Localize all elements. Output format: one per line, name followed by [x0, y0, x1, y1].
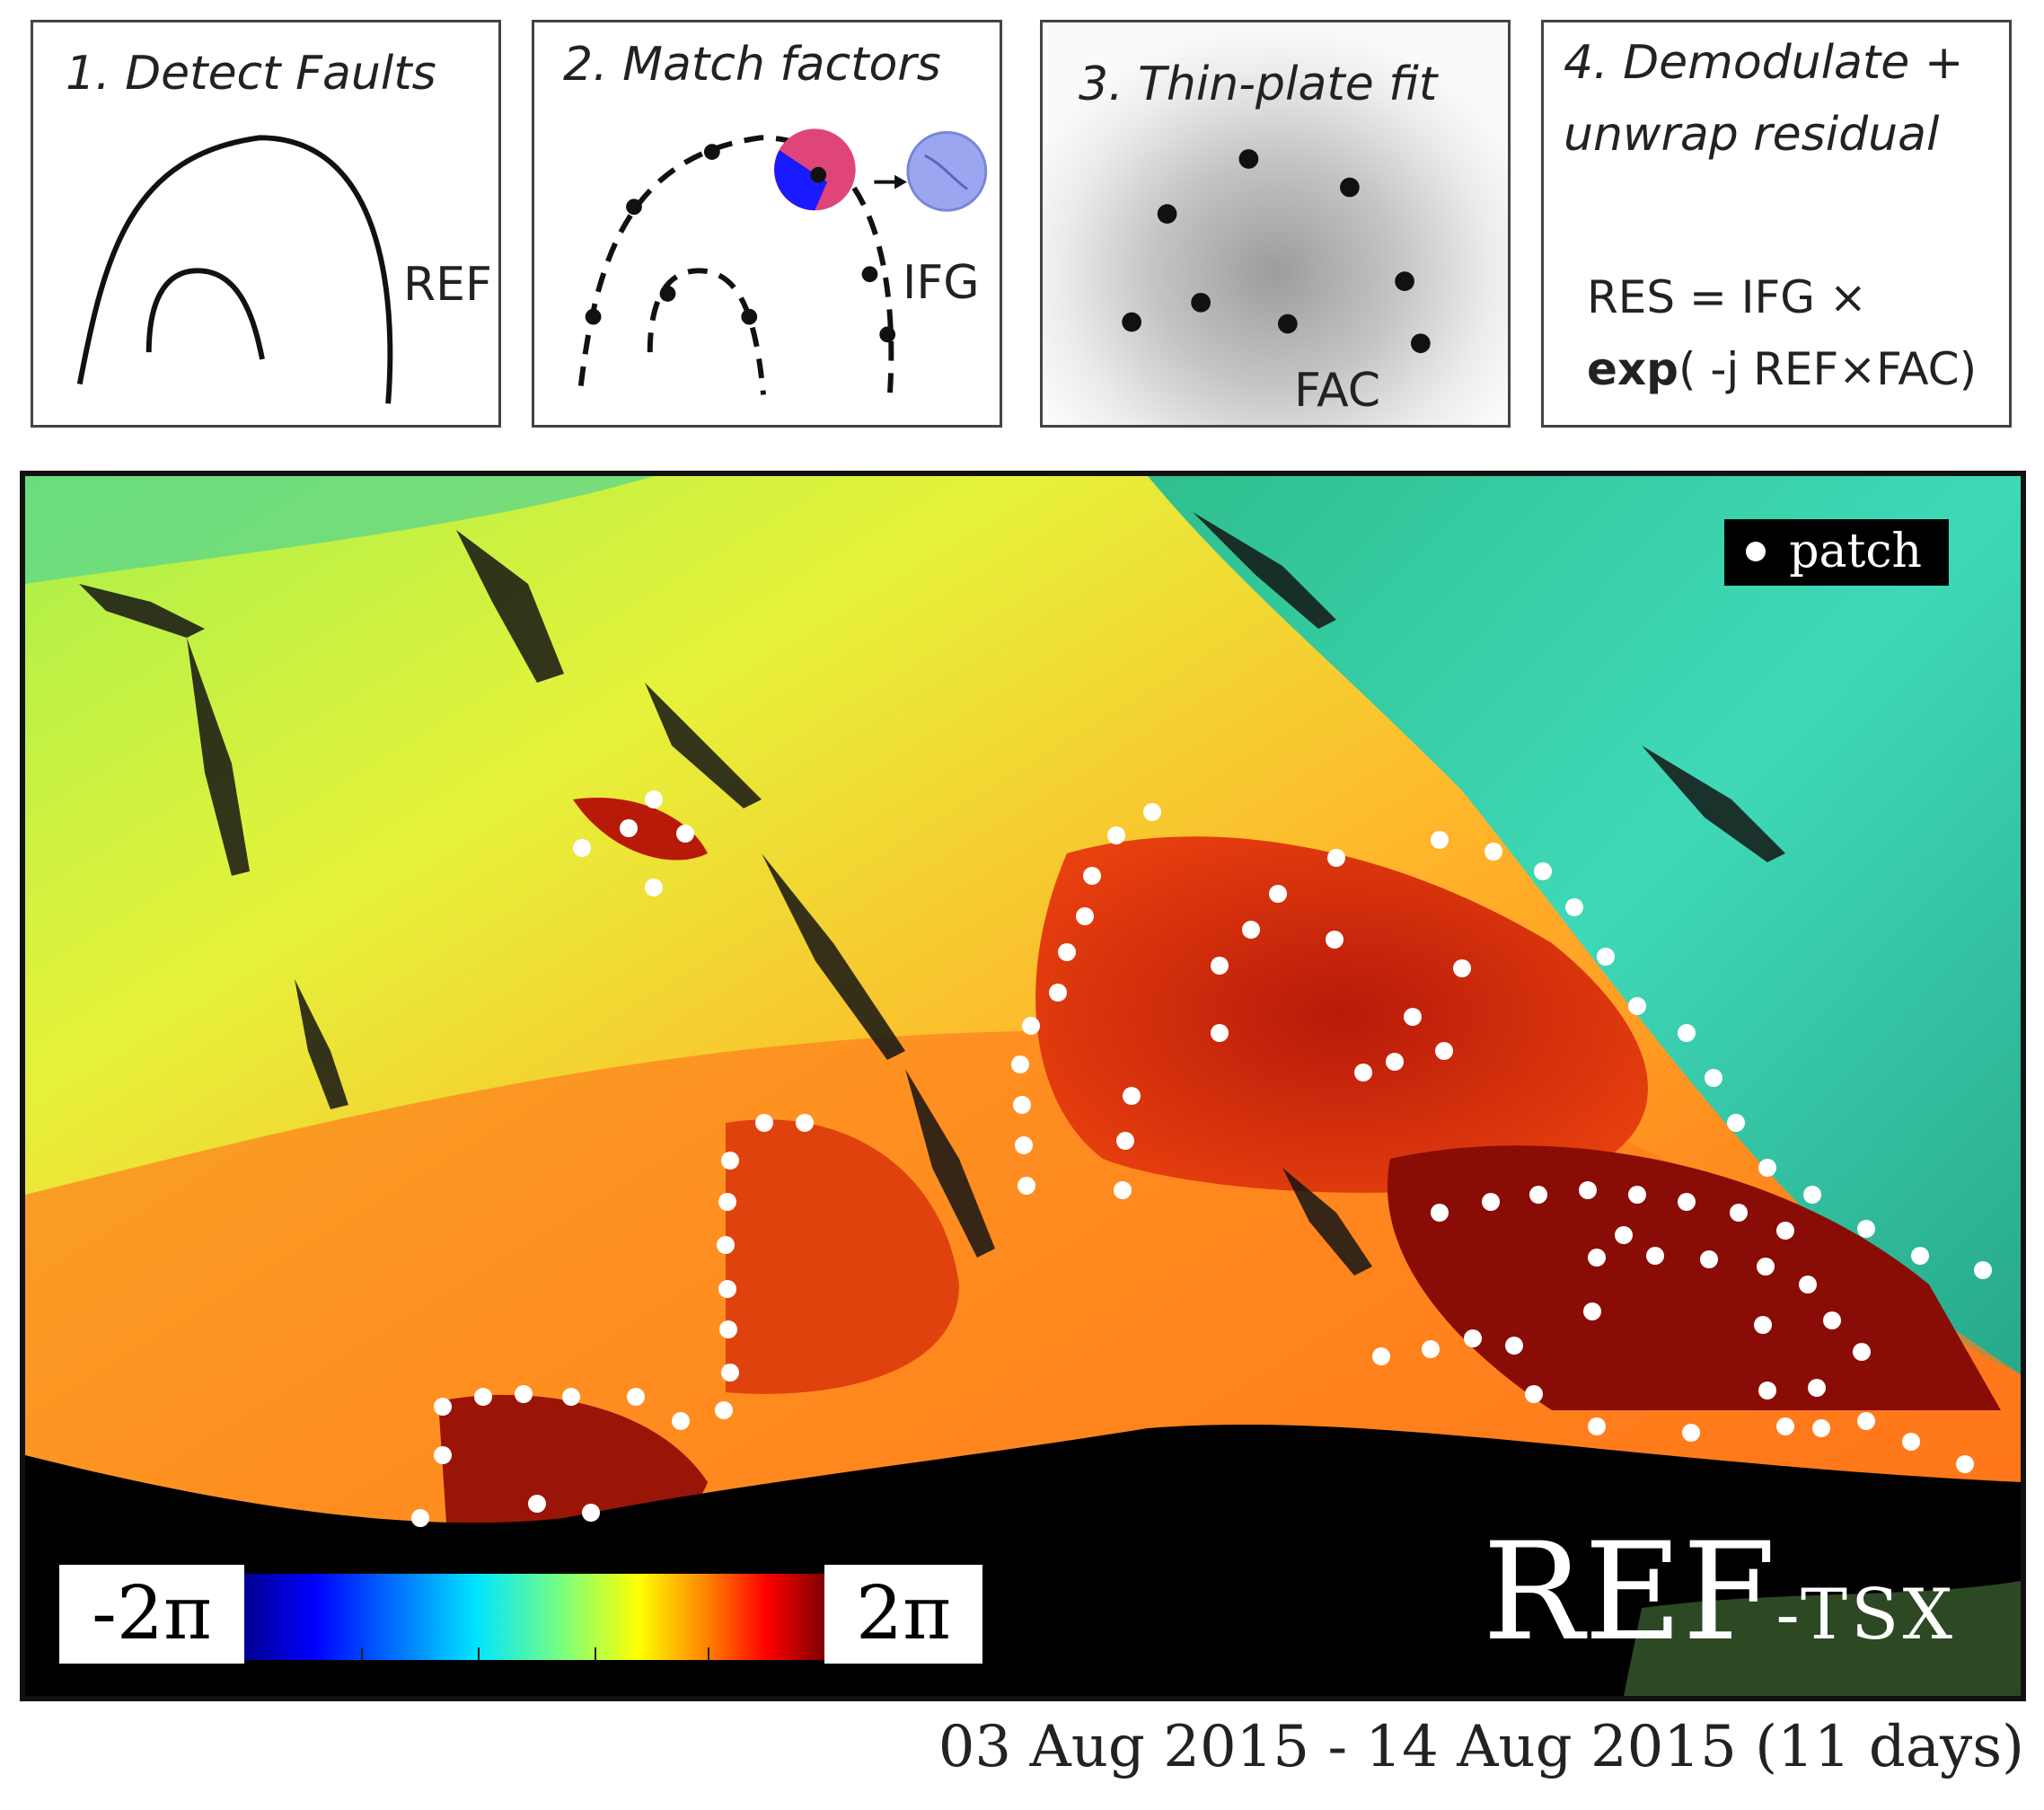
ifg-label: IFG: [903, 256, 980, 310]
formula-exp: exp: [1587, 343, 1678, 395]
control-points: [1122, 149, 1431, 354]
thin-plate-diagram: [1122, 149, 1431, 354]
match-factors-diagram: [577, 128, 988, 404]
patch-legend-label: patch: [1789, 525, 1922, 578]
interferogram-map: patch -2π 2π REF-TSX: [20, 471, 2026, 1701]
panel-title-line1: 4. Demodulate +: [1564, 36, 1964, 90]
colorbar-tick: [708, 1647, 709, 1660]
product-label: REF-TSX: [1483, 1525, 1956, 1660]
panel-title: 3. Thin-plate fit: [1079, 57, 1438, 111]
colorbar-min-label: -2π: [59, 1565, 244, 1664]
product-label-main: REF: [1482, 1514, 1776, 1671]
phase-map-image: [25, 476, 2021, 1696]
formula-line2: exp( -j REF×FAC): [1587, 333, 1977, 405]
step-3-thin-plate-fit-panel: 3. Thin-plate fit FAC: [1040, 20, 1511, 428]
date-range-caption: 03 Aug 2015 - 14 Aug 2015 (11 days): [938, 1714, 2024, 1780]
patch-dots: [411, 790, 1992, 1527]
step-2-match-factors-panel: 2. Match factors IFG: [532, 20, 1002, 428]
fac-label: FAC: [1294, 364, 1381, 418]
formula-rest: ( -j REF×FAC): [1678, 343, 1978, 395]
phase-colorbar: [244, 1574, 824, 1660]
patch-marker-icon: [1746, 542, 1766, 561]
colorbar-max-label: 2π: [824, 1565, 982, 1664]
ref-label: REF: [403, 258, 492, 312]
fault-curves-diagram: [76, 135, 393, 404]
patch-legend: patch: [1724, 519, 1949, 586]
formula-line1: RES = IFG ×: [1587, 271, 1867, 323]
product-label-suffix: -TSX: [1775, 1575, 1956, 1655]
step-4-demodulate-panel: 4. Demodulate + unwrap residual RES = IF…: [1541, 20, 2012, 428]
patch-dots: [585, 144, 896, 343]
step-1-detect-faults-panel: 1. Detect Faults REF: [31, 20, 501, 428]
colorbar-tick: [595, 1647, 596, 1660]
colorbar-tick: [361, 1647, 363, 1660]
panel-title: 2. Match factors: [563, 38, 941, 92]
panel-title-line2: unwrap residual: [1564, 108, 1940, 162]
colorbar-tick: [478, 1647, 480, 1660]
panel-title: 1. Detect Faults: [66, 47, 436, 101]
